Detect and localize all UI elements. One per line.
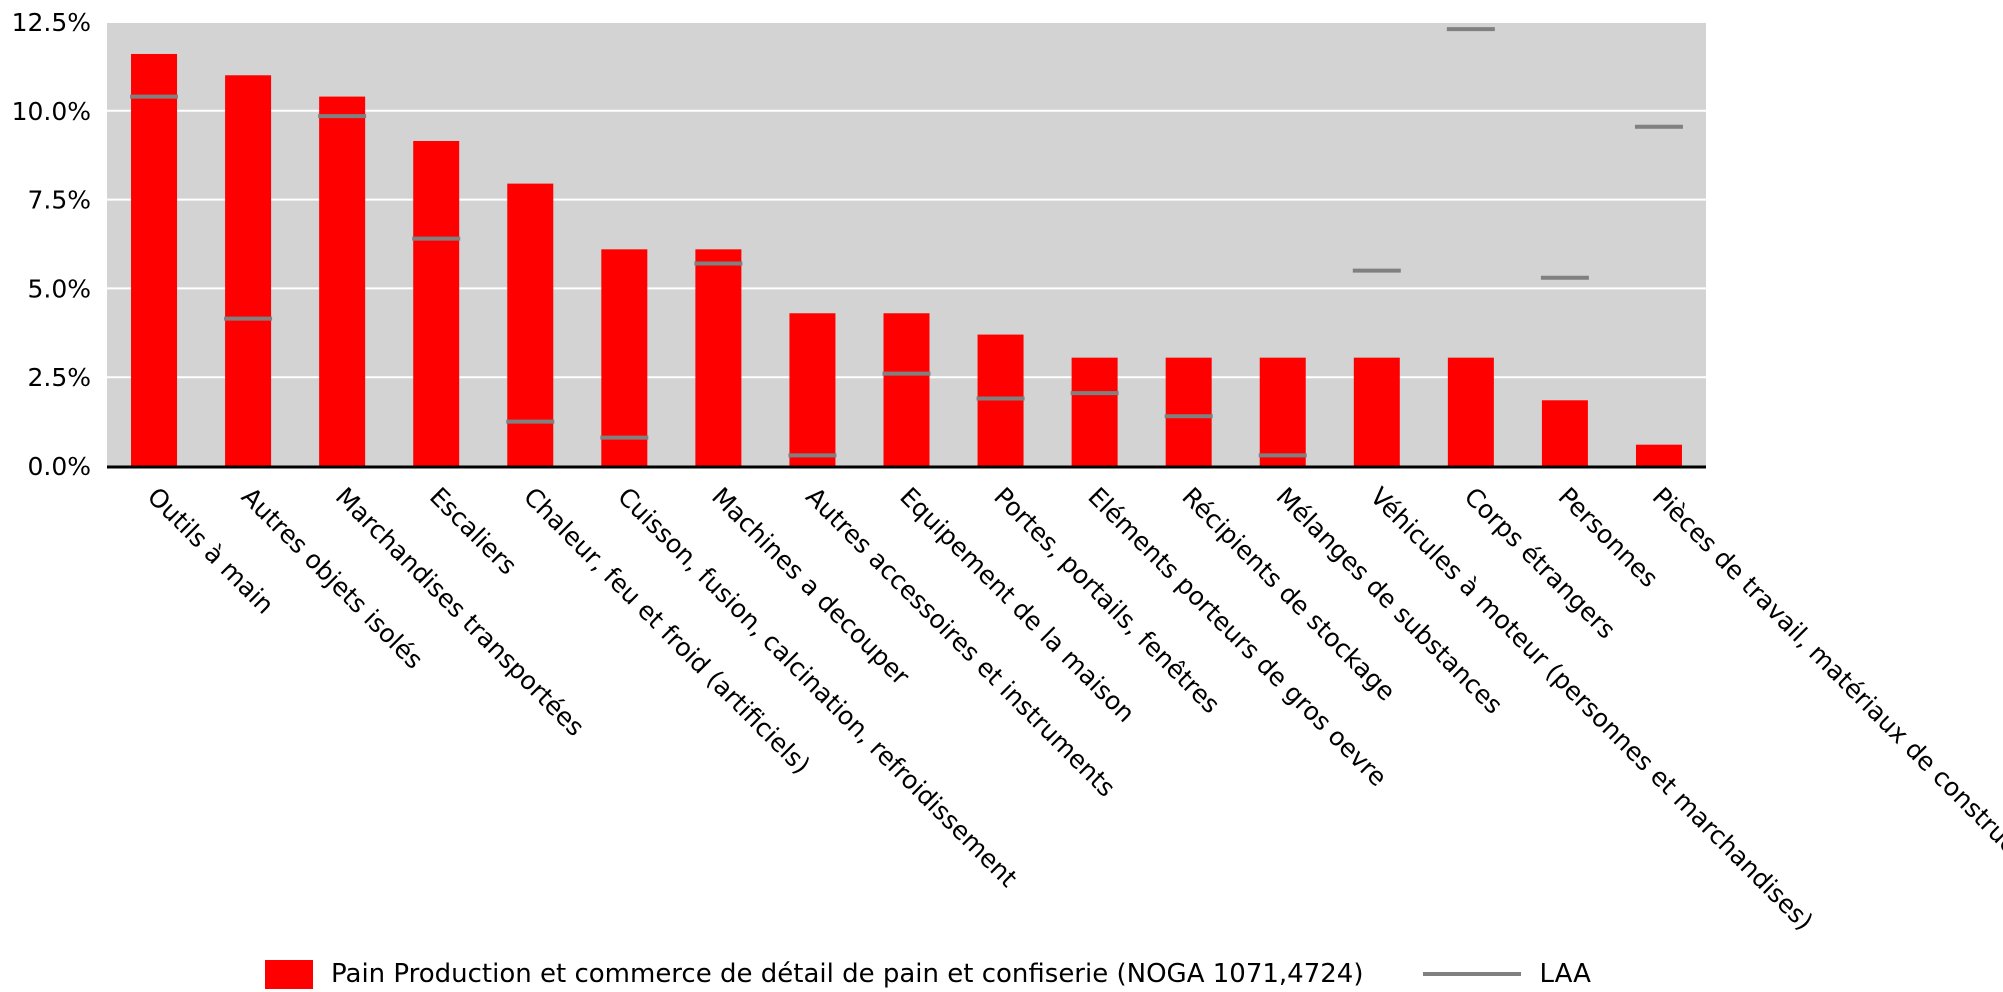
bar bbox=[1259, 357, 1306, 466]
bar bbox=[131, 53, 178, 467]
y-tick-label: 10.0% bbox=[12, 97, 91, 126]
y-tick-label: 12.5% bbox=[12, 8, 91, 37]
y-tick-label: 7.5% bbox=[27, 186, 91, 215]
bar bbox=[507, 183, 554, 466]
x-tick-label: Escaliers bbox=[424, 482, 523, 581]
y-tick-label: 0.0% bbox=[27, 452, 91, 481]
legend-swatch-bakery bbox=[265, 959, 313, 989]
bar bbox=[225, 75, 272, 466]
gridlines bbox=[107, 21, 1706, 379]
y-tick-label: 5.0% bbox=[27, 274, 91, 303]
bar bbox=[601, 249, 648, 466]
bar bbox=[319, 96, 366, 466]
legend-label-laa: LAA bbox=[1539, 959, 1591, 989]
bar bbox=[1541, 400, 1588, 466]
bar bbox=[1165, 357, 1212, 466]
bar-series bbox=[131, 53, 1682, 467]
bar-chart: 0.0% 2.5% 5.0% 7.5% 10.0% 12.5% Outils à main… bbox=[12, 8, 2003, 936]
laa-marker-series bbox=[130, 27, 1683, 458]
bar bbox=[789, 313, 836, 466]
x-tick-label: Véhicules à moteur (personnes et marchan… bbox=[1365, 482, 1819, 936]
y-tick-label: 2.5% bbox=[27, 363, 91, 392]
legend-label-bakery: Pain Production et commerce de détail de… bbox=[331, 959, 1364, 989]
bar bbox=[883, 313, 930, 466]
legend-swatch-laa bbox=[1423, 972, 1522, 976]
bar bbox=[1071, 357, 1118, 466]
bar bbox=[1447, 357, 1494, 466]
x-tick-label: Autres objets isolés bbox=[236, 482, 429, 675]
legend: Pain Production et commerce de détail de… bbox=[265, 958, 1591, 990]
y-axis: 0.0% 2.5% 5.0% 7.5% 10.0% 12.5% bbox=[12, 8, 91, 481]
bar bbox=[1635, 444, 1682, 466]
bar bbox=[413, 140, 460, 466]
bar bbox=[695, 249, 742, 466]
bar bbox=[1353, 357, 1400, 466]
